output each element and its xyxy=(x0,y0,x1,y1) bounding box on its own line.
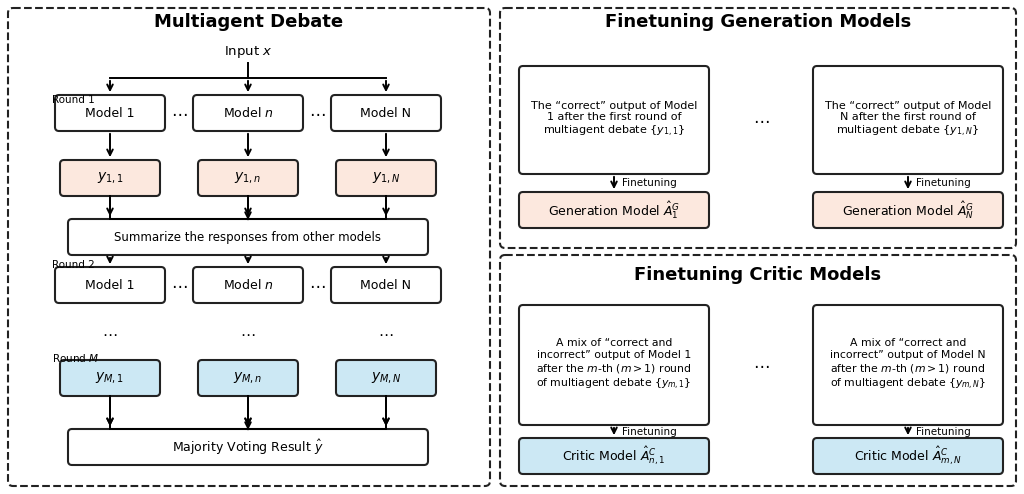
Text: Finetuning: Finetuning xyxy=(622,426,677,437)
Text: Model N: Model N xyxy=(360,107,412,120)
FancyBboxPatch shape xyxy=(68,429,428,465)
FancyBboxPatch shape xyxy=(198,160,298,196)
FancyBboxPatch shape xyxy=(331,267,441,303)
Text: The “correct” output of Model
1 after the first round of
multiagent debate $\{y_: The “correct” output of Model 1 after th… xyxy=(530,101,697,139)
FancyBboxPatch shape xyxy=(331,95,441,131)
Text: Model 1: Model 1 xyxy=(85,279,135,291)
Text: $y_{1,n}$: $y_{1,n}$ xyxy=(234,170,261,186)
Text: Generation Model $\hat{A}_1^G$: Generation Model $\hat{A}_1^G$ xyxy=(548,199,680,221)
Text: Multiagent Debate: Multiagent Debate xyxy=(155,13,344,31)
Text: $y_{M,N}$: $y_{M,N}$ xyxy=(371,370,401,385)
FancyBboxPatch shape xyxy=(519,192,709,228)
FancyBboxPatch shape xyxy=(336,160,436,196)
Text: Summarize the responses from other models: Summarize the responses from other model… xyxy=(115,231,382,244)
Text: The “correct” output of Model
N after the first round of
multiagent debate $\{y_: The “correct” output of Model N after th… xyxy=(824,101,991,139)
Text: $y_{1,N}$: $y_{1,N}$ xyxy=(372,170,400,186)
Text: $\cdots$: $\cdots$ xyxy=(241,326,256,340)
Text: $\cdots$: $\cdots$ xyxy=(753,111,769,129)
Text: $y_{M,1}$: $y_{M,1}$ xyxy=(95,370,125,385)
Text: Round 2: Round 2 xyxy=(52,260,95,270)
Text: Generation Model $\hat{A}_N^G$: Generation Model $\hat{A}_N^G$ xyxy=(842,199,974,221)
Text: $y_{1,1}$: $y_{1,1}$ xyxy=(96,170,124,186)
Text: $\cdots$: $\cdots$ xyxy=(308,276,326,294)
Text: $\cdots$: $\cdots$ xyxy=(171,104,187,122)
FancyBboxPatch shape xyxy=(60,360,160,396)
Text: Finetuning Generation Models: Finetuning Generation Models xyxy=(605,13,911,31)
Text: $y_{M,n}$: $y_{M,n}$ xyxy=(233,370,263,385)
FancyBboxPatch shape xyxy=(813,192,1002,228)
Text: Model $n$: Model $n$ xyxy=(222,278,273,292)
FancyBboxPatch shape xyxy=(55,95,165,131)
FancyBboxPatch shape xyxy=(519,438,709,474)
Text: $\cdots$: $\cdots$ xyxy=(753,356,769,374)
Text: Majority Voting Result $\hat{y}$: Majority Voting Result $\hat{y}$ xyxy=(172,438,324,456)
FancyBboxPatch shape xyxy=(60,160,160,196)
Text: $\cdots$: $\cdots$ xyxy=(378,326,393,340)
FancyBboxPatch shape xyxy=(193,95,303,131)
FancyBboxPatch shape xyxy=(336,360,436,396)
FancyBboxPatch shape xyxy=(813,305,1002,425)
FancyBboxPatch shape xyxy=(198,360,298,396)
Text: Model 1: Model 1 xyxy=(85,107,135,120)
Text: Round 1: Round 1 xyxy=(52,95,95,105)
FancyBboxPatch shape xyxy=(813,66,1002,174)
Text: Finetuning: Finetuning xyxy=(916,178,971,188)
Text: Round $M$: Round $M$ xyxy=(52,352,99,364)
Text: Finetuning: Finetuning xyxy=(916,426,971,437)
Text: $\cdots$: $\cdots$ xyxy=(102,326,118,340)
FancyBboxPatch shape xyxy=(55,267,165,303)
Text: $\cdots$: $\cdots$ xyxy=(171,276,187,294)
FancyBboxPatch shape xyxy=(193,267,303,303)
Text: Input $x$: Input $x$ xyxy=(224,44,272,60)
Text: Finetuning Critic Models: Finetuning Critic Models xyxy=(635,266,882,284)
Text: Critic Model $\hat{A}_{n,1}^C$: Critic Model $\hat{A}_{n,1}^C$ xyxy=(562,445,666,467)
FancyBboxPatch shape xyxy=(68,219,428,255)
Text: Critic Model $\hat{A}_{m,N}^C$: Critic Model $\hat{A}_{m,N}^C$ xyxy=(854,445,962,467)
Text: A mix of “correct and
incorrect” output of Model N
after the $m$-th ($m > 1$) ro: A mix of “correct and incorrect” output … xyxy=(829,338,986,392)
Text: $\cdots$: $\cdots$ xyxy=(308,104,326,122)
Text: Model $n$: Model $n$ xyxy=(222,106,273,120)
FancyBboxPatch shape xyxy=(519,66,709,174)
Text: Finetuning: Finetuning xyxy=(622,178,677,188)
Text: Model N: Model N xyxy=(360,279,412,291)
FancyBboxPatch shape xyxy=(813,438,1002,474)
FancyBboxPatch shape xyxy=(519,305,709,425)
Text: A mix of “correct and
incorrect” output of Model 1
after the $m$-th ($m > 1$) ro: A mix of “correct and incorrect” output … xyxy=(537,338,692,392)
